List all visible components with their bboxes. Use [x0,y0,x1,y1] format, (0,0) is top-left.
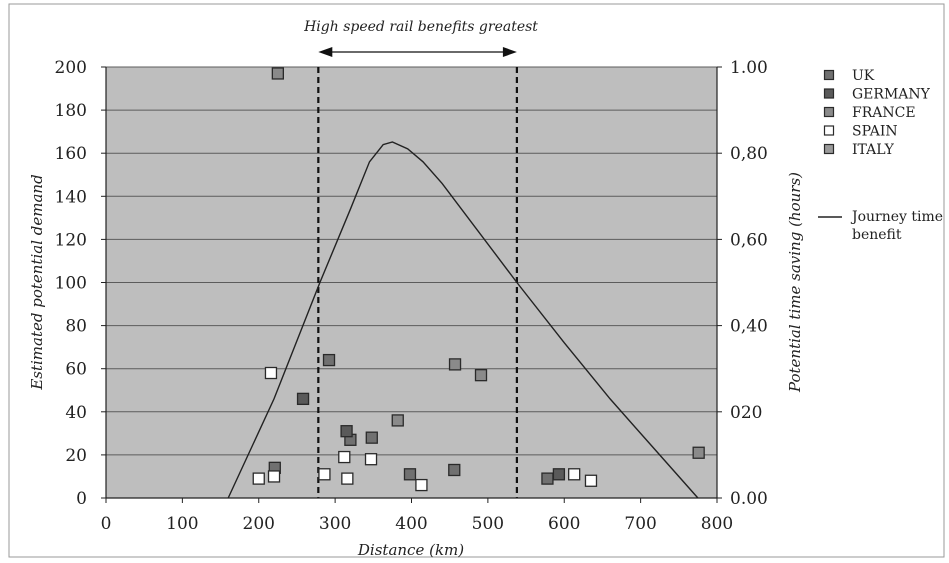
legend-label-spain: SPAIN [852,124,898,140]
point-uk-5 [403,468,417,481]
legend-label-journey-time: Journey time benefit [850,209,943,243]
legend-swatch-uk [823,69,835,81]
y2-tick-label-0,60: 0,60 [730,230,768,250]
point-uk-6 [448,463,461,477]
x-tick-label-600: 600 [548,514,580,534]
journey-time-layer [227,141,699,499]
legend-label-italy: ITALY [852,142,895,158]
y2-tick-label-020: 020 [730,403,762,423]
point-uk-2 [322,353,336,367]
point-spain-5 [338,450,351,464]
point-france-4 [474,369,488,382]
data-points [252,67,705,492]
x-axis-title: Distance (km) [357,541,464,559]
y2-tick-label-0,80: 0,80 [730,144,768,164]
y-tick-label-140: 140 [55,187,87,207]
x-tick-label-400: 400 [395,514,427,534]
point-spain-4 [318,468,331,481]
legend-swatch-spain [823,125,835,136]
y-tick-label-160: 160 [55,144,87,164]
y-tick-label-100: 100 [55,274,87,294]
y-tick-label-0: 0 [76,489,87,509]
point-spain-8 [415,478,428,492]
legend-swatch-italy [823,143,835,155]
y-axis-title: Estimated potential demand [28,174,46,390]
legend-swatch-germany [823,88,835,99]
point-uk-4 [365,431,378,444]
point-spain-9 [568,468,581,481]
x-tick-label-700: 700 [624,514,656,534]
benefit-arrow-left-head [318,47,333,57]
point-germany-3 [552,468,566,481]
legend-label-germany: GERMANY [852,87,931,103]
point-germany-1 [296,392,310,406]
point-france-1 [271,67,284,80]
y-tick-label-60: 60 [65,360,87,380]
point-france-2 [391,414,404,427]
point-spain-6 [341,472,354,485]
axes [101,66,722,503]
y2-tick-labels: 0.00 020 0,40 0,60 0,80 1.00 [730,58,768,509]
y-tick-label-120: 120 [55,230,87,250]
point-spain-1 [252,472,265,485]
benefit-arrow-right-head [502,47,517,57]
y-tick-label-80: 80 [65,317,87,337]
point-spain-7 [364,453,378,466]
y-tick-label-200: 200 [55,58,87,78]
x-tick-label-200: 200 [243,514,275,534]
y2-tick-label-0.00: 0.00 [730,489,768,509]
benefit-annotation: High speed rail benefits greatest [303,19,538,35]
point-germany-2 [340,425,353,438]
point-spain-10 [584,474,598,487]
point-spain-2 [264,366,278,380]
point-uk-7 [541,472,554,485]
y2-tick-label-0,40: 0,40 [730,317,768,337]
x-tick-label-100: 100 [166,514,198,534]
x-tick-labels: 0 100 200 300 400 500 600 700 800 [101,514,734,534]
gridlines [106,66,717,456]
point-france-3 [448,358,462,371]
y2-tick-label-1.00: 1.00 [730,58,768,78]
y2-axis-title: Potential time saving (hours) [786,172,804,393]
legend-label-france: FRANCE [852,105,916,121]
journey-time-benefit-line [227,141,699,499]
legend-label-uk: UK [852,68,875,84]
point-spain-3 [267,470,281,483]
y-tick-label-180: 180 [55,101,87,121]
x-tick-label-0: 0 [101,514,112,534]
legend-swatch-france [823,106,835,118]
x-tick-label-800: 800 [701,514,733,534]
x-tick-label-500: 500 [472,514,504,534]
y-tick-label-20: 20 [65,446,87,466]
legend: UK GERMANY FRANCE SPAIN ITALY Journey time ben… [818,68,943,243]
point-france-5 [692,446,705,459]
y-tick-label-40: 40 [65,403,87,423]
x-tick-label-300: 300 [319,514,351,534]
y-tick-labels: 0 20 40 60 80 100 120 140 160 180 200 [55,58,87,509]
